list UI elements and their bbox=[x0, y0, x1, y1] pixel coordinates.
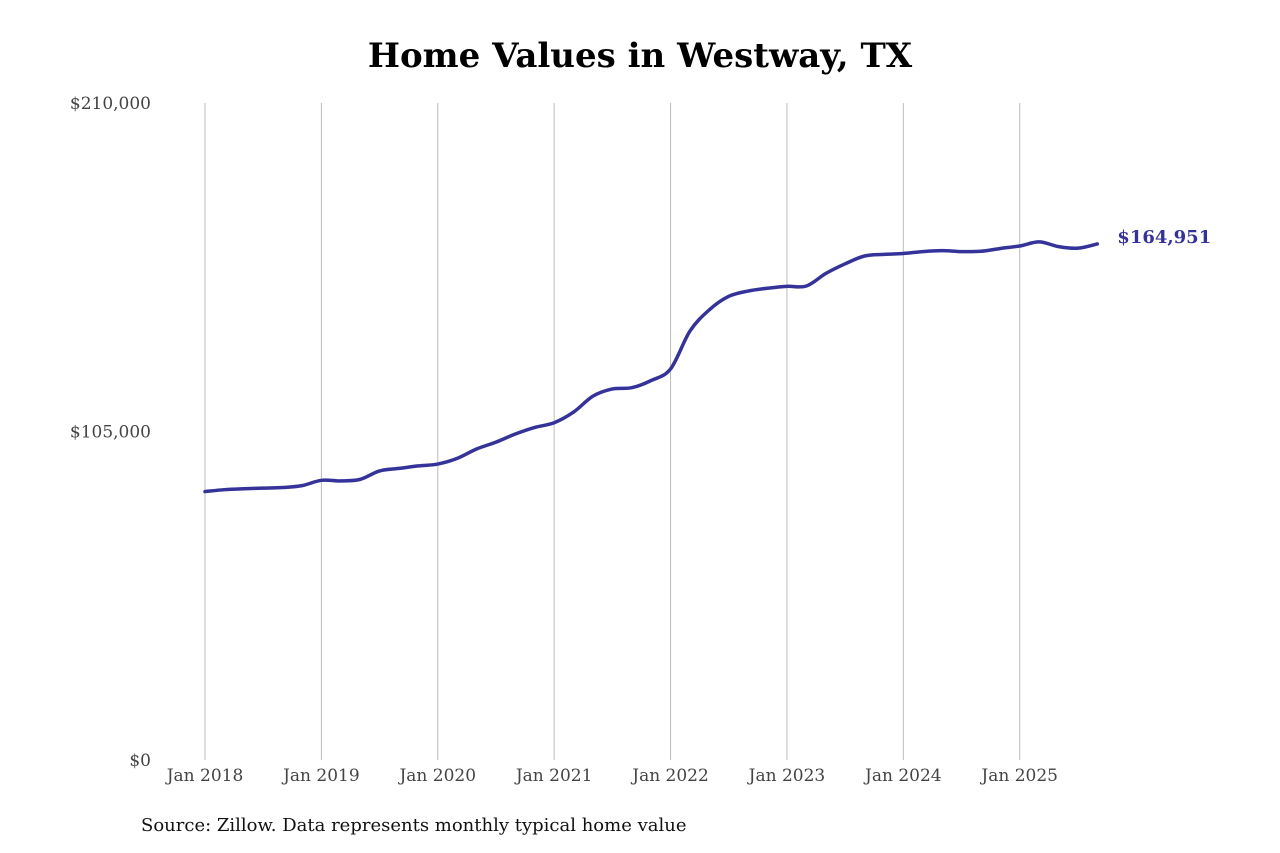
y-tick-label: $210,000 bbox=[70, 94, 151, 114]
x-tick-label: Jan 2021 bbox=[514, 766, 593, 786]
source-note: Source: Zillow. Data represents monthly … bbox=[141, 815, 687, 836]
series-layer bbox=[203, 240, 1100, 494]
x-tick-label: Jan 2024 bbox=[863, 766, 942, 786]
y-tick-label: $105,000 bbox=[70, 423, 151, 443]
x-tick-label: Jan 2023 bbox=[747, 766, 826, 786]
x-tick-label: Jan 2025 bbox=[979, 766, 1058, 786]
x-axis-ticks: Jan 2018 Jan 2019 Jan 2020 Jan 2021 Jan 2022… bbox=[165, 766, 1058, 786]
x-tick-label: Jan 2018 bbox=[165, 766, 244, 786]
y-tick-label: $0 bbox=[129, 751, 151, 771]
x-tick-label: Jan 2022 bbox=[630, 766, 709, 786]
end-value-label: $164,951 bbox=[1117, 227, 1211, 248]
gridlines bbox=[204, 103, 1021, 760]
chart-title: Home Values in Westway, TX bbox=[367, 36, 913, 76]
y-axis-ticks: $210,000 $105,000 $0 bbox=[70, 94, 151, 771]
x-tick-label: Jan 2019 bbox=[281, 766, 360, 786]
series-line bbox=[203, 240, 1100, 494]
x-tick-label: Jan 2020 bbox=[397, 766, 476, 786]
